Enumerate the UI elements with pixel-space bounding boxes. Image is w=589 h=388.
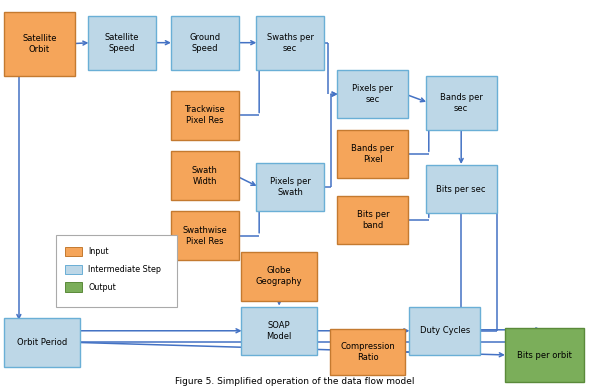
- Text: Duty Cycles: Duty Cycles: [419, 326, 470, 335]
- FancyBboxPatch shape: [426, 165, 497, 213]
- FancyBboxPatch shape: [337, 130, 408, 178]
- Text: Bands per
Pixel: Bands per Pixel: [352, 144, 394, 164]
- Text: Satellite
Speed: Satellite Speed: [105, 33, 140, 53]
- FancyBboxPatch shape: [337, 196, 408, 244]
- FancyBboxPatch shape: [256, 16, 324, 70]
- Text: Pixels per
Swath: Pixels per Swath: [270, 177, 310, 197]
- Text: Output: Output: [88, 283, 116, 292]
- FancyBboxPatch shape: [330, 329, 405, 375]
- Text: Globe
Geography: Globe Geography: [256, 267, 303, 286]
- Text: Bits per sec: Bits per sec: [436, 185, 486, 194]
- FancyBboxPatch shape: [241, 307, 317, 355]
- Text: Input: Input: [88, 247, 109, 256]
- Text: Swath
Width: Swath Width: [192, 166, 217, 185]
- Text: Bits per orbit: Bits per orbit: [517, 350, 572, 360]
- Text: Figure 5. Simplified operation of the data flow model: Figure 5. Simplified operation of the da…: [175, 377, 414, 386]
- Text: Orbit Period: Orbit Period: [16, 338, 67, 347]
- Text: Trackwise
Pixel Res: Trackwise Pixel Res: [184, 106, 225, 125]
- FancyBboxPatch shape: [88, 16, 156, 70]
- FancyBboxPatch shape: [4, 12, 75, 76]
- FancyBboxPatch shape: [65, 282, 82, 292]
- FancyBboxPatch shape: [171, 16, 239, 70]
- FancyBboxPatch shape: [65, 265, 82, 274]
- Text: Intermediate Step: Intermediate Step: [88, 265, 161, 274]
- FancyBboxPatch shape: [409, 307, 480, 355]
- Text: Ground
Speed: Ground Speed: [189, 33, 220, 53]
- Text: Bits per
band: Bits per band: [356, 210, 389, 230]
- Text: Bands per
sec: Bands per sec: [440, 93, 482, 113]
- Text: Pixels per
sec: Pixels per sec: [352, 84, 393, 104]
- Text: Swathwise
Pixel Res: Swathwise Pixel Res: [183, 226, 227, 246]
- FancyBboxPatch shape: [256, 163, 324, 211]
- FancyBboxPatch shape: [337, 70, 408, 118]
- FancyBboxPatch shape: [426, 76, 497, 130]
- FancyBboxPatch shape: [505, 328, 584, 382]
- Text: SOAP
Model: SOAP Model: [266, 321, 292, 341]
- FancyBboxPatch shape: [241, 252, 317, 301]
- FancyBboxPatch shape: [4, 318, 80, 367]
- Text: Swaths per
sec: Swaths per sec: [267, 33, 313, 53]
- Text: Compression
Ratio: Compression Ratio: [340, 342, 395, 362]
- FancyBboxPatch shape: [171, 151, 239, 200]
- Text: Satellite
Orbit: Satellite Orbit: [22, 34, 57, 54]
- FancyBboxPatch shape: [171, 211, 239, 260]
- FancyBboxPatch shape: [56, 235, 177, 307]
- FancyBboxPatch shape: [171, 91, 239, 140]
- FancyBboxPatch shape: [65, 247, 82, 256]
